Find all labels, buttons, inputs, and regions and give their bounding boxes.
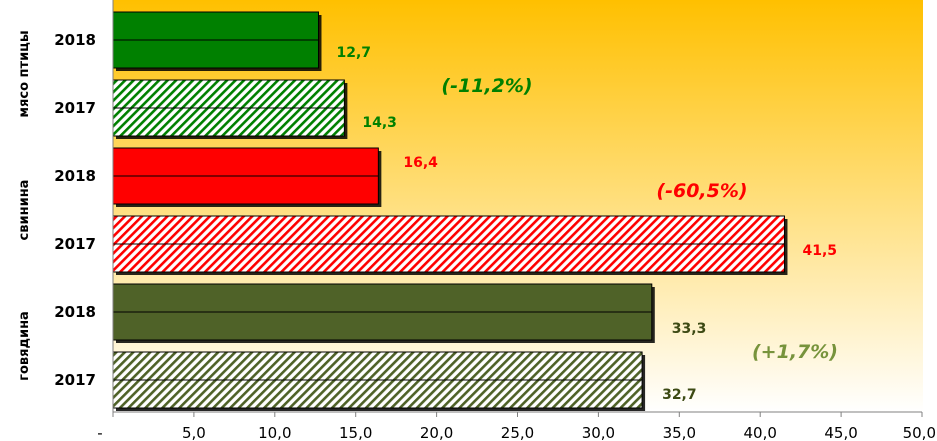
- change-annotation: (-60,5%): [656, 180, 747, 202]
- group-label: говядина: [17, 311, 32, 381]
- change-annotation: (-11,2%): [441, 75, 532, 97]
- x-tick-label: 35,0: [663, 424, 696, 441]
- x-tick-label: 25,0: [501, 424, 534, 441]
- category-tick-label: 2018: [54, 303, 96, 321]
- category-tick-label: 2017: [54, 99, 96, 117]
- x-tick-label: 45,0: [824, 424, 857, 441]
- group-label: мясо птицы: [17, 30, 32, 117]
- change-annotation: (+1,7%): [752, 341, 838, 363]
- x-tick-label: 10,0: [258, 424, 291, 441]
- data-label: 33,3: [672, 321, 707, 337]
- data-label: 32,7: [662, 387, 697, 403]
- data-label: 16,4: [403, 155, 438, 171]
- x-tick-label: 20,0: [420, 424, 453, 441]
- data-label: 14,3: [362, 115, 397, 131]
- data-label: 41,5: [802, 243, 837, 259]
- x-tick-label: 30,0: [582, 424, 615, 441]
- x-tick-label: 15,0: [339, 424, 372, 441]
- category-tick-label: 2017: [54, 371, 96, 389]
- data-label: 12,7: [336, 45, 371, 61]
- group-label: свинина: [17, 180, 32, 241]
- x-tick-label: 40,0: [743, 424, 776, 441]
- category-tick-label: 2018: [54, 31, 96, 49]
- x-tick-label: 50,0: [903, 424, 936, 441]
- category-tick-label: 2018: [54, 167, 96, 185]
- x-tick-label: 5,0: [182, 424, 206, 441]
- category-tick-label: 2017: [54, 235, 96, 253]
- x-tick-label: -: [97, 424, 102, 441]
